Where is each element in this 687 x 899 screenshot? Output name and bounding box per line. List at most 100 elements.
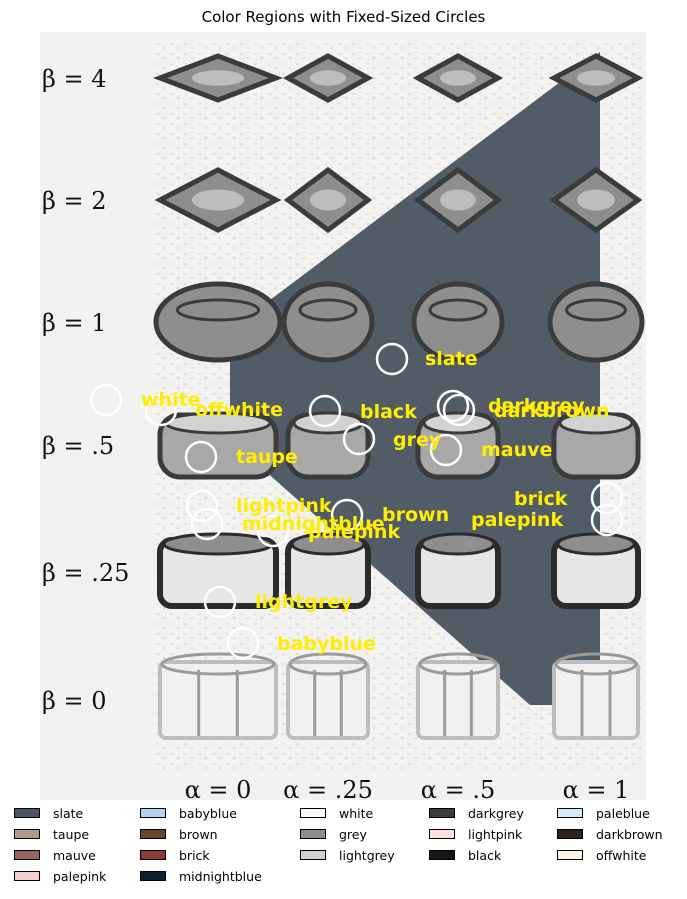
marker-circle [442, 393, 476, 427]
shape-cell [552, 652, 640, 740]
legend-swatch [429, 829, 455, 839]
legend-label: palepink [53, 868, 107, 884]
legend-swatch [140, 808, 166, 818]
color-label: darkbrown [494, 400, 610, 422]
alpha-label: α = 1 [563, 776, 630, 800]
legend-swatch [14, 808, 40, 818]
color-label: midnightblue [242, 513, 385, 535]
shape-cell [283, 166, 373, 234]
legend-swatch [300, 850, 326, 860]
legend-swatch [14, 829, 40, 839]
legend-label: brown [179, 826, 218, 842]
legend-swatch [557, 808, 583, 818]
shape-cell [551, 532, 641, 609]
shape-cell [157, 532, 279, 609]
legend-item: black [429, 846, 501, 864]
legend: slate taupe mauve palepink babyblue brown bric… [14, 804, 684, 894]
legend-swatch [429, 808, 455, 818]
legend-item: lightpink [429, 825, 522, 843]
marker-circle [330, 498, 364, 532]
legend-label: darkbrown [596, 826, 663, 842]
alpha-label: α = .5 [421, 776, 495, 800]
legend-item: brown [140, 825, 218, 843]
marker-circle [590, 503, 624, 537]
legend-swatch [300, 808, 326, 818]
marker-circle [144, 393, 178, 427]
color-label: offwhite [195, 399, 283, 421]
beta-label: β = 1 [42, 309, 107, 337]
legend-item: offwhite [557, 846, 646, 864]
legend-swatch [140, 829, 166, 839]
legend-label: darkgrey [468, 805, 524, 821]
shape-cell [416, 652, 500, 740]
legend-item: palepink [14, 867, 106, 885]
legend-swatch [557, 850, 583, 860]
marker-circle [436, 389, 470, 423]
marker-circle [342, 422, 376, 456]
shape-cell [549, 166, 643, 234]
color-label: grey [393, 429, 442, 451]
shape-cell [286, 652, 370, 740]
beta-labels: β = 4 β = 2 β = 1 β = .5 β = .25 β = 0 [42, 65, 129, 715]
legend-label: lightgrey [339, 847, 395, 863]
marker-circle [590, 481, 624, 515]
figure-title: Color Regions with Fixed-Sized Circles [201, 8, 486, 26]
color-label: brown [382, 504, 449, 526]
legend-swatch [557, 829, 583, 839]
legend-label: black [468, 847, 502, 863]
color-label: mauve [481, 439, 552, 461]
legend-item: lightgrey [300, 846, 395, 864]
color-label: white [141, 389, 201, 411]
shape-cell [282, 53, 374, 103]
shape-cell [548, 53, 644, 103]
legend-label: grey [339, 826, 367, 842]
shape-cell [415, 532, 501, 609]
legend-label: brick [179, 847, 210, 863]
shape-cell [157, 411, 279, 480]
shape-cell [281, 281, 375, 363]
legend-item: paleblue [557, 804, 650, 822]
color-label: lightgrey [255, 591, 353, 613]
shape-cell [154, 167, 282, 233]
marker-circle [375, 342, 409, 376]
color-label: black [360, 401, 417, 423]
beta-label: β = 4 [42, 65, 107, 93]
shape-cell [413, 166, 503, 234]
legend-label: lightpink [468, 826, 523, 842]
legend-item: taupe [14, 825, 89, 843]
color-label: slate [425, 348, 478, 370]
color-label: babyblue [277, 633, 376, 655]
color-label: palepink [471, 509, 563, 531]
marker-circle [89, 383, 123, 417]
marker-circle [429, 433, 463, 467]
marker-circles [89, 342, 624, 660]
legend-item: white [300, 804, 373, 822]
slate-region [230, 52, 600, 705]
alpha-label: α = .25 [283, 776, 373, 800]
shape-cell [153, 281, 283, 363]
color-label: darkgrey [488, 395, 585, 417]
shape-cell [551, 411, 641, 480]
beta-label: β = .25 [42, 559, 129, 587]
legend-label: babyblue [179, 805, 237, 821]
legend-label: slate [53, 805, 84, 821]
legend-label: offwhite [596, 847, 647, 863]
color-label: palepink [308, 521, 400, 543]
legend-item: slate [14, 804, 83, 822]
color-label: lightpink [236, 495, 332, 517]
shape-cell [547, 281, 645, 363]
legend-label: midnightblue [179, 868, 262, 884]
shape-cell [158, 652, 278, 740]
marker-circle [203, 585, 237, 619]
legend-swatch [300, 829, 326, 839]
legend-item: babyblue [140, 804, 237, 822]
marker-circle [226, 626, 260, 660]
legend-swatch [429, 850, 455, 860]
legend-item: mauve [14, 846, 96, 864]
alpha-labels: α = 0 α = .25 α = .5 α = 1 [185, 776, 630, 800]
alpha-label: α = 0 [185, 776, 252, 800]
legend-item: midnightblue [140, 867, 262, 885]
shape-cell [411, 281, 505, 363]
